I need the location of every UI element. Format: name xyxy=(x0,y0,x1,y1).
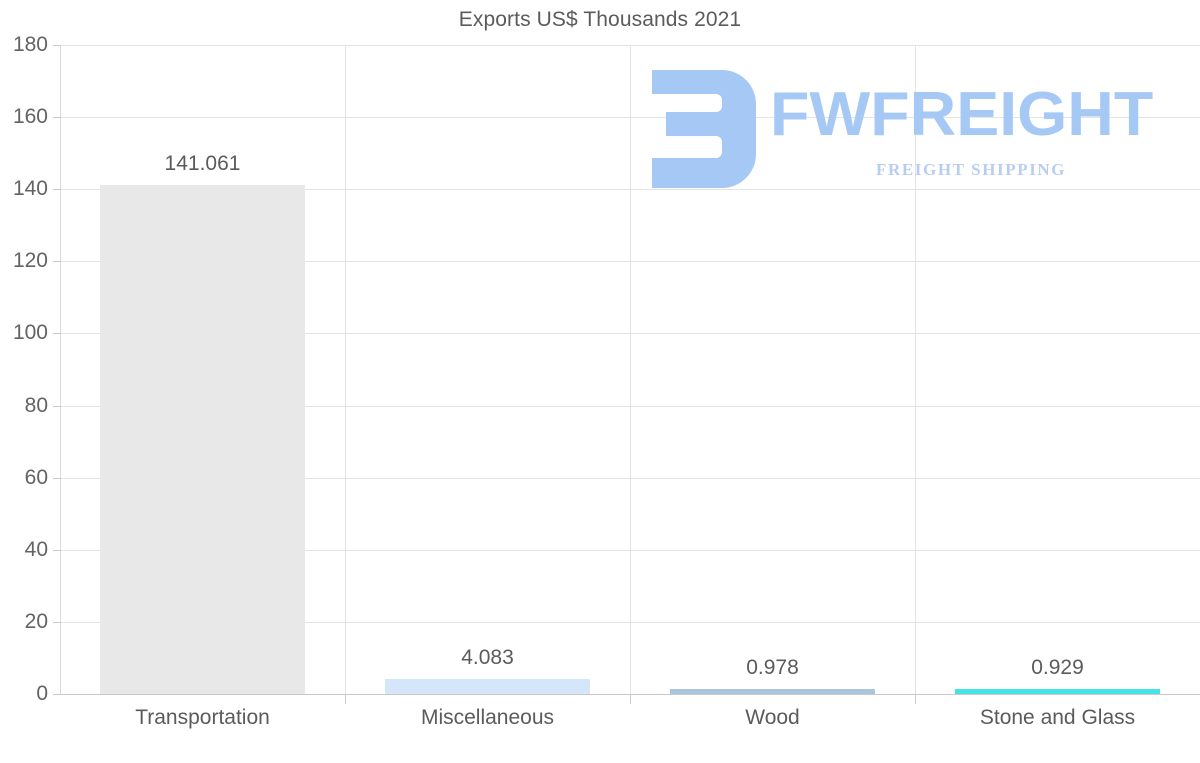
y-axis-tick-mark xyxy=(53,549,61,551)
y-axis-tick-mark xyxy=(53,405,61,407)
bar[interactable] xyxy=(384,679,591,694)
bar-value-label: 0.978 xyxy=(746,656,799,679)
x-axis-category-label: Transportation xyxy=(135,706,270,729)
y-axis-tick-mark xyxy=(53,621,61,623)
x-axis-line xyxy=(60,694,1200,695)
x-axis-category-label: Miscellaneous xyxy=(420,706,555,729)
y-axis-tick-mark xyxy=(53,189,61,191)
bar-value-label: 4.083 xyxy=(461,646,514,670)
x-axis-tick-mark xyxy=(345,695,346,704)
y-axis-tick-mark xyxy=(53,333,61,335)
y-axis-tick-label: 140 xyxy=(12,177,48,201)
gridline-vertical xyxy=(345,45,346,694)
y-axis-tick-label: 160 xyxy=(12,105,48,129)
y-axis-tick-label: 20 xyxy=(24,609,48,633)
gridline-vertical xyxy=(915,45,916,694)
y-axis-tick-mark xyxy=(53,261,61,263)
y-axis-tick-label: 0 xyxy=(36,682,48,705)
y-axis-tick-label: 80 xyxy=(24,393,48,417)
x-axis-tick-mark xyxy=(630,695,631,704)
bar-value-label: 141.061 xyxy=(164,152,241,176)
gridline-vertical xyxy=(630,45,631,694)
x-axis-category-label: Stone and Glass xyxy=(979,706,1136,729)
bar-value-label: 0.929 xyxy=(1031,656,1084,679)
y-axis-tick-label: 120 xyxy=(12,249,48,273)
bar[interactable] xyxy=(669,689,876,694)
y-axis-tick-mark xyxy=(53,45,61,46)
bar[interactable] xyxy=(99,185,306,694)
y-axis-tick-label: 40 xyxy=(24,537,48,561)
bar[interactable] xyxy=(954,689,1161,694)
y-axis-tick-label: 180 xyxy=(12,33,48,56)
x-axis-tick-mark xyxy=(915,695,916,704)
chart-title: Exports US$ Thousands 2021 xyxy=(458,8,742,31)
y-axis-tick-mark xyxy=(53,694,61,695)
y-axis-tick-label: 100 xyxy=(12,321,48,345)
y-axis-tick-mark xyxy=(53,117,61,119)
y-axis-tick-label: 60 xyxy=(24,465,48,489)
y-axis-line xyxy=(60,45,61,695)
x-axis-category-label: Wood xyxy=(745,706,800,729)
y-axis-tick-mark xyxy=(53,477,61,479)
